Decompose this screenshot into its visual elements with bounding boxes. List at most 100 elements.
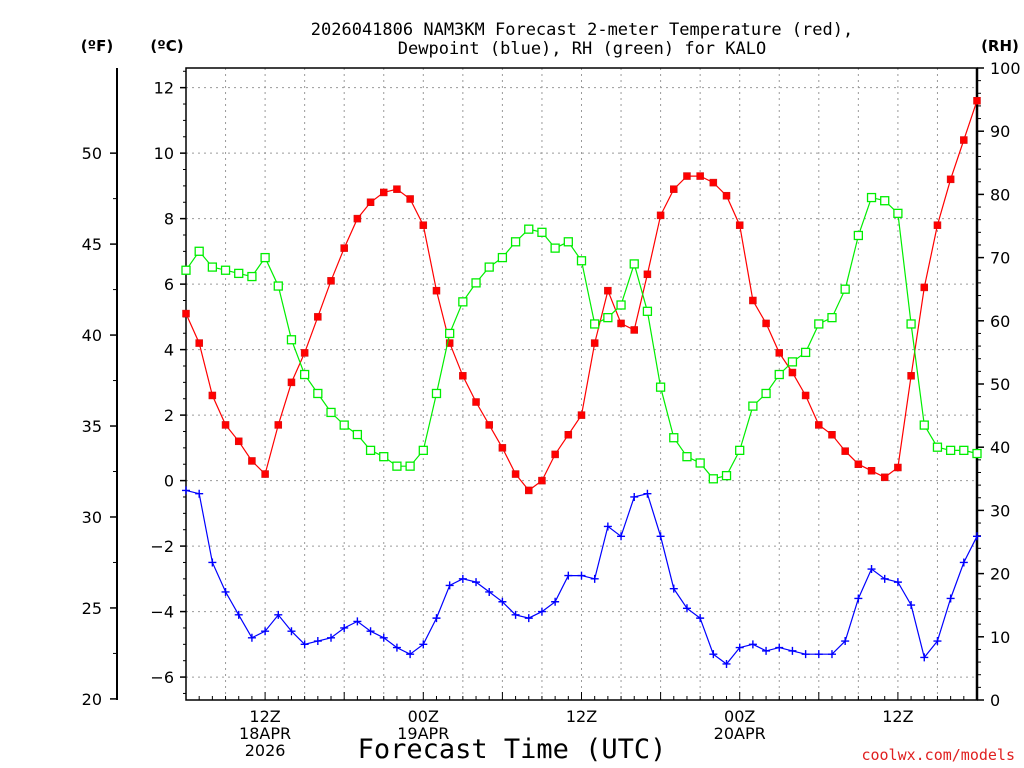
2-meter-temperature-point bbox=[762, 319, 770, 328]
rh-unit-label: (RH) bbox=[981, 37, 1019, 55]
2-meter-temperature-point bbox=[195, 339, 203, 347]
rh-tick-label: 30 bbox=[990, 501, 1010, 520]
2-meter-temperature-point bbox=[696, 172, 704, 180]
2-meter-temperature-point bbox=[670, 185, 678, 193]
rh-point bbox=[524, 224, 534, 234]
dewpoint-point bbox=[274, 610, 283, 619]
rh-point bbox=[932, 442, 943, 452]
rh-tick-label: 50 bbox=[990, 375, 1010, 394]
celsius-tick-label: 10 bbox=[154, 144, 174, 163]
dewpoint-point bbox=[366, 627, 375, 636]
dewpoint-point bbox=[748, 640, 757, 649]
rh-point bbox=[800, 347, 811, 358]
dewpoint-point bbox=[287, 627, 296, 636]
dewpoint-point bbox=[827, 650, 836, 659]
dewpoint-point bbox=[630, 492, 639, 501]
x-axis-title: Forecast Time (UTC) bbox=[358, 734, 667, 765]
2-meter-temperature-point bbox=[406, 195, 414, 203]
chart-title: 2026041806 NAM3KM Forecast 2-meter Tempe… bbox=[311, 20, 853, 40]
rh-point bbox=[379, 452, 389, 462]
2-meter-temperature-point bbox=[894, 463, 902, 472]
2-meter-temperature-point bbox=[314, 313, 322, 321]
rh-tick-label: 100 bbox=[990, 59, 1021, 78]
2-meter-temperature-point bbox=[419, 221, 428, 229]
rh-point bbox=[458, 297, 468, 307]
dewpoint-point bbox=[867, 565, 876, 574]
rh-point bbox=[299, 369, 310, 380]
2-meter-temperature-point bbox=[683, 172, 691, 180]
fahrenheit-tick-label: 40 bbox=[82, 326, 102, 345]
2-meter-temperature-point bbox=[577, 411, 586, 419]
rh-point bbox=[405, 461, 415, 471]
fahrenheit-unit-label: (ºF) bbox=[81, 37, 113, 55]
dewpoint-point bbox=[472, 578, 481, 587]
rh-tick-label: 40 bbox=[990, 438, 1010, 457]
dewpoint-point bbox=[643, 489, 652, 498]
dewpoint-point bbox=[775, 643, 784, 652]
2-meter-temperature-point bbox=[300, 349, 309, 357]
rh-point bbox=[326, 407, 336, 418]
dewpoint-point bbox=[511, 610, 520, 619]
2-meter-temperature-point bbox=[538, 476, 546, 485]
rh-point bbox=[827, 312, 837, 323]
rh-point bbox=[774, 369, 784, 380]
2-meter-temperature-point bbox=[907, 372, 915, 380]
2-meter-temperature-point bbox=[459, 372, 467, 380]
dewpoint-point bbox=[959, 558, 968, 567]
rh-point bbox=[893, 208, 903, 219]
2-meter-temperature-point bbox=[867, 467, 876, 475]
2-meter-temperature-point bbox=[828, 431, 836, 439]
2-meter-temperature-point bbox=[485, 421, 493, 429]
celsius-tick-label: 4 bbox=[164, 341, 174, 360]
rh-point bbox=[748, 401, 758, 411]
time-tick-label: 00Z bbox=[724, 707, 755, 726]
rh-point bbox=[695, 458, 705, 468]
rh-point bbox=[537, 227, 547, 237]
dewpoint-point bbox=[920, 653, 929, 662]
2-meter-temperature-point bbox=[722, 191, 731, 200]
dewpoint-point bbox=[709, 650, 718, 659]
celsius-axis: −6 −4 −2 0 2 4 6 8 10 12 bbox=[150, 70, 186, 694]
dewpoint-point bbox=[590, 574, 599, 583]
rh-tick-label: 60 bbox=[990, 312, 1010, 331]
dewpoint-point bbox=[880, 574, 889, 583]
2-meter-temperature-point bbox=[432, 286, 441, 295]
rh-point bbox=[945, 445, 956, 456]
rh-point bbox=[629, 259, 639, 269]
rh-point bbox=[787, 357, 798, 367]
dewpoint-point bbox=[432, 614, 441, 623]
rh-point bbox=[471, 278, 481, 288]
dewpoint-point bbox=[485, 587, 494, 596]
rh-axis: 0 10 20 30 40 50 60 70 80 90 100 bbox=[977, 59, 1021, 710]
rh-point bbox=[880, 196, 890, 206]
rh-point bbox=[392, 461, 402, 471]
dewpoint-point bbox=[221, 587, 230, 596]
dewpoint-point bbox=[907, 601, 916, 610]
dewpoint-point bbox=[458, 574, 467, 583]
rh-point bbox=[260, 252, 270, 263]
chart-subtitle: Dewpoint (blue), RH (green) for KALO bbox=[398, 39, 766, 59]
dewpoint-point bbox=[182, 486, 190, 495]
grid-lines bbox=[186, 68, 977, 700]
dewpoint-point bbox=[722, 659, 731, 668]
2-meter-temperature-point bbox=[973, 96, 981, 105]
2-meter-temperature-point bbox=[788, 368, 797, 377]
2-meter-temperature-point bbox=[920, 283, 929, 292]
2-meter-temperature-point bbox=[221, 421, 230, 429]
time-tick-label: 20APR bbox=[714, 724, 766, 743]
2-meter-temperature-point bbox=[511, 470, 520, 478]
2-meter-temperature-point bbox=[656, 211, 665, 220]
rh-point bbox=[642, 306, 653, 316]
2-meter-temperature-point bbox=[815, 421, 823, 429]
fahrenheit-tick-label: 35 bbox=[82, 417, 102, 436]
2-meter-temperature-point bbox=[709, 178, 718, 187]
2-meter-temperature-point bbox=[393, 185, 401, 193]
2-meter-temperature-series bbox=[182, 96, 981, 495]
celsius-tick-label: 0 bbox=[164, 472, 174, 491]
dewpoint-point bbox=[379, 633, 388, 642]
rh-tick-label: 0 bbox=[990, 691, 1000, 710]
time-tick-label: 19APR bbox=[397, 724, 449, 743]
dewpoint-point bbox=[234, 610, 243, 619]
rh-point bbox=[866, 192, 877, 203]
rh-point bbox=[576, 256, 587, 266]
